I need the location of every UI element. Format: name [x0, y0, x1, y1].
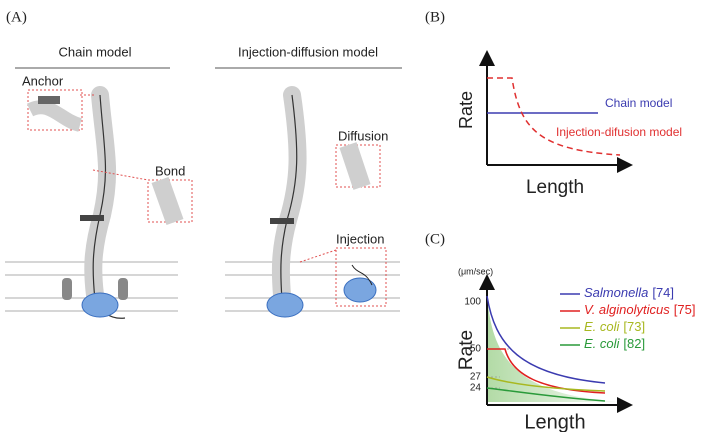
valginolyticus-curve: [487, 348, 606, 394]
legend-name: V. alginolyticus: [584, 302, 670, 317]
legend-name: E. coli: [584, 319, 621, 334]
chain-flagellum: [26, 86, 193, 319]
ecoli82-curve: [486, 387, 606, 402]
injection-flagellum: [266, 86, 387, 318]
callout-label: Diffusion: [338, 128, 388, 143]
y-tick-label: 50: [470, 344, 482, 355]
panel-label: (A): [6, 9, 27, 25]
legend-ref: [74]: [652, 285, 674, 300]
legend-entry: Salmonella [74]: [584, 285, 674, 300]
curve-label: Chain model: [605, 96, 672, 110]
legend-ref: [75]: [674, 302, 696, 317]
callout-label: Anchor: [22, 73, 64, 88]
legend-entry: E. coli [73]: [584, 319, 645, 334]
legend-name: Salmonella: [584, 285, 648, 300]
panel-label: (B): [425, 9, 445, 25]
model-title: Injection-diffusion model: [238, 44, 378, 59]
panel-label: (C): [425, 231, 445, 247]
legend-ref: [73]: [623, 319, 645, 334]
x-axis-label: Length: [524, 411, 585, 432]
y-tick-label: 100: [464, 297, 481, 308]
ecoli73-curve: [486, 376, 606, 392]
range-band: [487, 290, 620, 402]
salmonella-curve: [486, 295, 606, 384]
callout-label: Bond: [155, 163, 185, 178]
legend-entry: V. alginolyticus [75]: [584, 302, 695, 317]
legend-ref: [82]: [623, 336, 645, 351]
x-axis-label: Length: [526, 177, 584, 198]
model-title: Chain model: [59, 44, 132, 59]
y-tick-label: 24: [470, 383, 482, 394]
curve-label: Injection-difusion model: [556, 125, 682, 139]
y-axis-label: Rate: [456, 91, 476, 129]
callout-label: Injection: [336, 231, 384, 246]
legend-name: E. coli: [584, 336, 621, 351]
y-tick-label: 27: [470, 372, 482, 383]
y-axis-label: Rate: [456, 330, 477, 370]
legend-entry: E. coli [82]: [584, 336, 645, 351]
unit-label: (μm/sec): [458, 266, 493, 276]
injection-curve: [487, 77, 621, 156]
